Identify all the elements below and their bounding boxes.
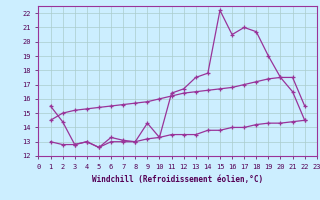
X-axis label: Windchill (Refroidissement éolien,°C): Windchill (Refroidissement éolien,°C) — [92, 175, 263, 184]
